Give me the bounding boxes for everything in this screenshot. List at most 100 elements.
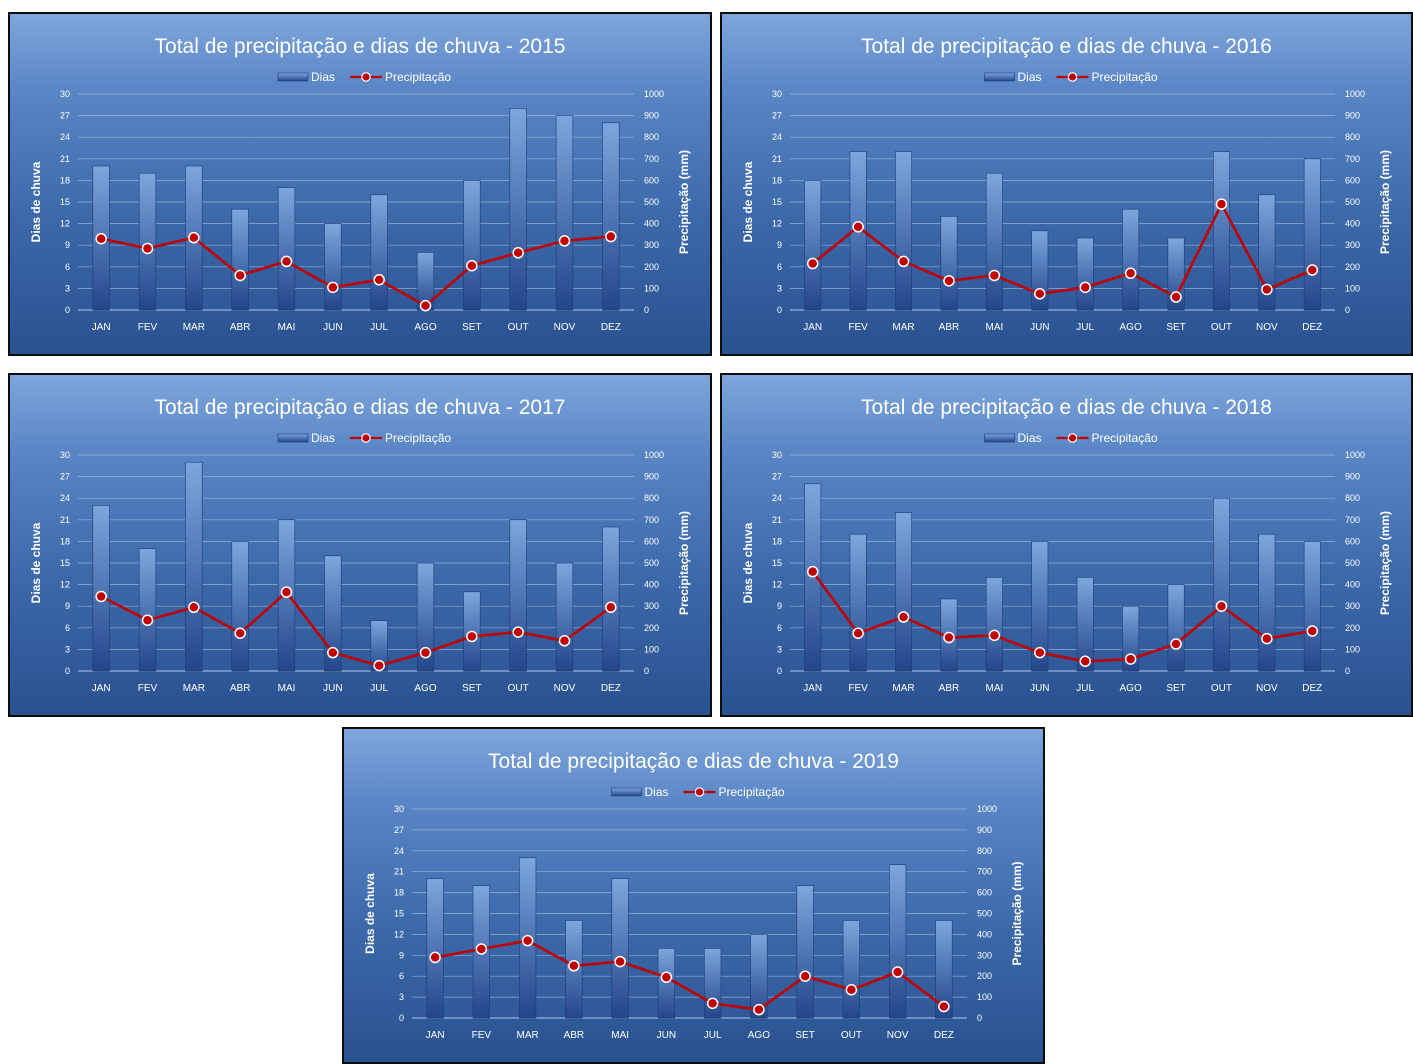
left-tick-label: 18	[60, 175, 70, 185]
precipitation-point	[419, 299, 432, 312]
legend-label-precipitacao: Precipitação	[385, 431, 451, 445]
left-tick-label: 12	[772, 219, 782, 229]
precipitation-point	[1034, 288, 1046, 300]
precipitation-point	[95, 590, 107, 603]
precipitation-point	[605, 230, 617, 243]
precipitation-point	[327, 646, 339, 659]
precipitation-point	[1261, 283, 1273, 296]
category-label: AGO	[748, 1030, 770, 1041]
category-label: FEV	[138, 322, 158, 333]
precipitation-point	[141, 242, 154, 255]
left-tick-label: 21	[60, 515, 70, 525]
precipitation-point	[466, 259, 478, 272]
right-tick-label: 1000	[977, 804, 997, 814]
left-tick-label: 3	[399, 992, 404, 1002]
bar-dias	[555, 562, 574, 672]
precipitation-point	[988, 629, 1001, 642]
category-label: FEV	[848, 322, 868, 333]
category-label: MAR	[892, 683, 914, 694]
category-label: SET	[1166, 322, 1185, 333]
category-label: MAR	[517, 1030, 539, 1041]
category-label: JUL	[1076, 683, 1094, 694]
bar-dias	[185, 461, 203, 672]
legend-label-dias: Dias	[1018, 431, 1042, 445]
right-tick-label: 800	[1345, 493, 1360, 503]
precipitation-point	[512, 626, 524, 638]
left-tick-label: 9	[777, 240, 782, 250]
right-tick-label: 900	[1345, 472, 1360, 482]
bar-dias	[1167, 237, 1185, 311]
precipitation-point	[1079, 281, 1091, 294]
chart-title: Total de precipitação e dias de chuva - …	[155, 396, 566, 419]
right-tick-label: 100	[644, 283, 659, 293]
bar-dias	[1258, 533, 1276, 672]
precipitation-point	[706, 997, 719, 1010]
bar-dias	[509, 519, 527, 672]
left-tick-label: 30	[394, 804, 404, 814]
precipitation-point	[938, 1000, 950, 1013]
precipitation-point	[943, 631, 955, 644]
right-tick-label: 500	[977, 909, 992, 919]
bar-dias	[935, 920, 953, 1019]
category-label: AGO	[414, 683, 436, 694]
right-axis-title: Precipitação (mm)	[1010, 861, 1024, 965]
precipitation-line	[434, 939, 945, 1011]
precipitation-point	[845, 984, 858, 996]
right-tick-label: 700	[1345, 515, 1360, 525]
left-tick-label: 15	[60, 558, 70, 568]
right-tick-label: 1000	[1345, 450, 1365, 460]
left-tick-label: 30	[60, 450, 70, 460]
bar-dias	[138, 548, 157, 672]
category-label: MAI	[278, 322, 296, 333]
chart-svg: Total de precipitação e dias de chuva - …	[29, 396, 691, 694]
chart-panel-2018: Total de precipitação e dias de chuva - …	[720, 373, 1413, 717]
left-tick-label: 9	[65, 601, 70, 611]
bar-dias	[416, 562, 435, 672]
bar-dias	[842, 920, 860, 1019]
category-label: DEZ	[934, 1030, 954, 1041]
category-label: OUT	[841, 1030, 862, 1041]
category-label: SET	[462, 322, 481, 333]
precipitation-point	[897, 611, 910, 623]
category-label: OUT	[1211, 683, 1232, 694]
precipitation-point	[188, 231, 200, 244]
category-label: NOV	[1256, 322, 1278, 333]
legend-marker-swatch	[1067, 72, 1078, 82]
left-tick-label: 12	[772, 580, 782, 590]
precipitation-point	[1261, 632, 1273, 645]
category-label: JAN	[92, 322, 111, 333]
right-tick-label: 300	[644, 240, 659, 250]
right-tick-label: 0	[1345, 305, 1350, 315]
category-label: MAR	[892, 322, 914, 333]
category-label: ABR	[230, 322, 251, 333]
right-tick-label: 900	[977, 825, 992, 835]
category-label: SET	[1166, 683, 1185, 694]
chart-svg: Total de precipitação e dias de chuva - …	[741, 35, 1392, 333]
bar-dias	[138, 172, 157, 311]
category-label: NOV	[554, 322, 576, 333]
right-tick-label: 600	[1345, 175, 1360, 185]
right-tick-label: 700	[644, 515, 659, 525]
precipitation-point	[799, 970, 811, 982]
precipitation-point	[1034, 646, 1046, 659]
legend-bar-swatch	[277, 433, 309, 443]
bar-dias	[602, 122, 620, 311]
right-tick-label: 700	[977, 867, 992, 877]
precipitation-point	[373, 274, 385, 286]
precipitation-point	[1124, 267, 1137, 280]
right-tick-label: 100	[1345, 283, 1360, 293]
precipitation-point	[568, 960, 580, 972]
precipitation-point	[1170, 638, 1182, 650]
bar-dias	[1303, 541, 1321, 672]
bar-dias	[1122, 605, 1140, 672]
chart-panel-2017: Total de precipitação e dias de chuva - …	[8, 373, 712, 717]
bar-dias	[426, 878, 444, 1019]
legend-marker-swatch	[361, 72, 371, 82]
right-tick-label: 500	[1345, 197, 1360, 207]
left-tick-label: 0	[777, 666, 782, 676]
bar-dias	[895, 512, 913, 672]
precipitation-point	[234, 269, 246, 282]
precipitation-point	[188, 601, 200, 614]
right-tick-label: 0	[977, 1013, 982, 1023]
precipitation-point	[605, 601, 617, 614]
